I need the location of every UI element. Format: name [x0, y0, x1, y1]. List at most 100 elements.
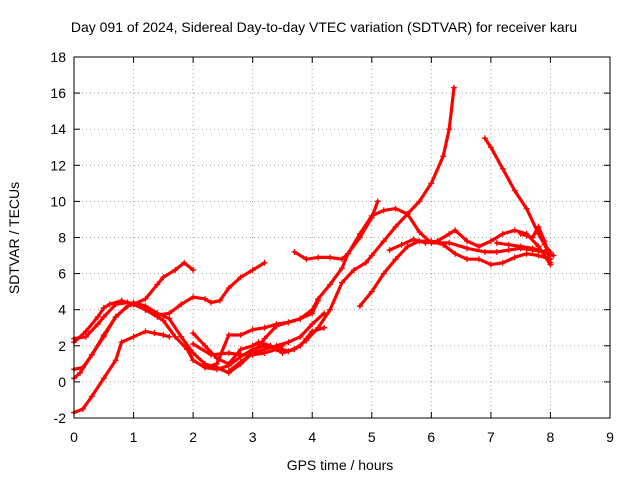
- data-point: [267, 342, 274, 349]
- data-point: [499, 259, 506, 266]
- data-point: [493, 248, 500, 255]
- data-point: [392, 205, 399, 212]
- data-point: [106, 301, 113, 308]
- data-point: [88, 351, 95, 358]
- data-point: [202, 342, 209, 349]
- data-point: [82, 328, 89, 335]
- data-point: [440, 241, 447, 248]
- data-point: [339, 265, 345, 272]
- data-point: [190, 294, 197, 301]
- data-point: [315, 295, 322, 302]
- data-point: [523, 250, 530, 257]
- data-point: [380, 270, 387, 277]
- data-point: [356, 303, 363, 310]
- data-point: [118, 297, 125, 304]
- data-point: [160, 317, 167, 324]
- data-point: [261, 350, 268, 357]
- data-point: [541, 238, 548, 245]
- data-point: [151, 330, 158, 337]
- data-point: [404, 243, 411, 250]
- data-point: [327, 306, 334, 313]
- data-point: [118, 339, 125, 346]
- data-point: [261, 335, 268, 342]
- data-point: [428, 180, 435, 187]
- data-point: [487, 261, 494, 268]
- data-point: [356, 230, 363, 237]
- data-point: [207, 299, 214, 306]
- data-point: [392, 223, 399, 230]
- data-point: [297, 315, 304, 322]
- data-point: [172, 333, 179, 340]
- data-point: [339, 279, 345, 286]
- x-tick-label: 8: [547, 429, 555, 445]
- x-tick-label: 0: [70, 429, 78, 445]
- data-point: [481, 248, 488, 255]
- data-point: [450, 84, 457, 91]
- data-point: [410, 236, 417, 243]
- data-point: [380, 207, 387, 214]
- data-point: [172, 266, 179, 273]
- data-point: [499, 230, 506, 237]
- data-point: [94, 321, 101, 328]
- data-point: [493, 239, 500, 246]
- y-tick-label: -2: [54, 410, 67, 426]
- data-point: [523, 232, 530, 239]
- data-point: [517, 230, 524, 237]
- x-tick-label: 9: [606, 429, 614, 445]
- data-point: [130, 333, 137, 340]
- data-point: [464, 238, 471, 245]
- data-point: [487, 144, 494, 151]
- series-line: [292, 207, 553, 261]
- data-point: [94, 313, 101, 320]
- data-point: [517, 243, 524, 250]
- data-point: [535, 223, 542, 230]
- data-point: [434, 238, 441, 245]
- y-tick-label: 8: [58, 230, 66, 246]
- data-point: [380, 238, 387, 245]
- series-8: [190, 340, 286, 358]
- data-point: [142, 303, 149, 310]
- plot-area: [71, 84, 557, 416]
- x-tick-label: 2: [189, 429, 197, 445]
- data-point: [112, 357, 119, 364]
- data-point: [327, 254, 334, 261]
- data-point: [386, 247, 393, 254]
- data-point: [190, 266, 197, 273]
- data-point: [309, 321, 316, 328]
- data-point: [511, 187, 518, 194]
- y-tick-label: 16: [50, 85, 66, 101]
- data-point: [273, 346, 280, 353]
- data-point: [303, 256, 310, 263]
- data-point: [190, 330, 197, 337]
- grid: [74, 57, 610, 418]
- data-point: [505, 241, 512, 248]
- y-tick-label: 4: [58, 302, 66, 318]
- data-point: [207, 351, 214, 358]
- data-point: [368, 288, 375, 295]
- x-axis-label: GPS time / hours: [287, 457, 394, 473]
- data-point: [285, 319, 292, 326]
- y-tick-label: 6: [58, 266, 66, 282]
- data-point: [422, 239, 429, 246]
- data-point: [190, 357, 197, 364]
- series-14: [517, 223, 554, 266]
- x-tick-label: 6: [427, 429, 435, 445]
- data-point: [160, 274, 167, 281]
- data-point: [273, 322, 280, 329]
- data-point: [225, 368, 232, 375]
- data-point: [452, 250, 459, 257]
- data-point: [88, 393, 95, 400]
- data-point: [535, 252, 542, 259]
- data-point: [178, 333, 185, 340]
- data-point: [202, 295, 209, 302]
- data-point: [213, 360, 220, 367]
- data-point: [100, 331, 107, 338]
- data-point: [452, 227, 459, 234]
- data-point: [350, 266, 357, 273]
- data-point: [76, 369, 83, 376]
- data-point: [416, 229, 423, 236]
- data-point: [374, 198, 381, 205]
- data-point: [79, 405, 86, 412]
- data-point: [446, 239, 453, 246]
- y-axis-label: SDTVAR / TECUs: [6, 182, 22, 294]
